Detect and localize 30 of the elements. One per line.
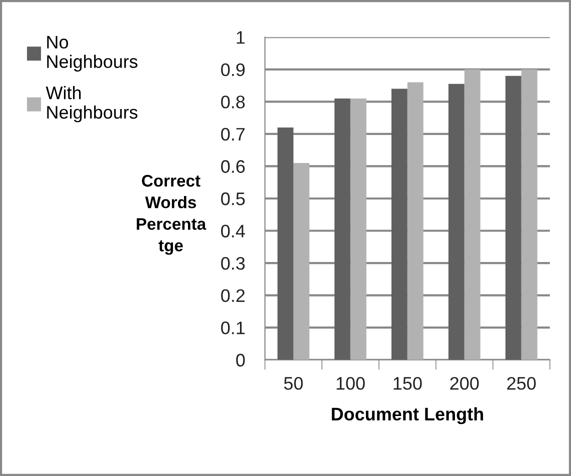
bar — [464, 69, 480, 360]
bar — [521, 69, 538, 360]
y-axis-title: Correct Words Percenta tge — [136, 174, 206, 255]
x-axis-title: Document Length — [332, 407, 484, 424]
y-tick-label: 0.7 — [221, 128, 245, 141]
bar — [407, 82, 424, 360]
x-tick-label: 150 — [394, 377, 422, 390]
y-tick-label: 0.9 — [221, 63, 245, 76]
y-tick-label: 0.2 — [221, 289, 245, 302]
legend-label: No Neighbours — [47, 36, 138, 72]
y-tick-label: 0 — [236, 354, 245, 367]
y-tick-label: 0.8 — [221, 96, 245, 108]
y-tick-label: 1 — [236, 31, 245, 44]
bar — [293, 162, 310, 360]
legend-label: With Neighbours — [46, 86, 138, 122]
y-tick-label: 0.5 — [221, 192, 245, 206]
y-tick-label: 0.3 — [221, 256, 245, 270]
bar — [350, 98, 366, 360]
y-tick-label: 0.1 — [221, 322, 245, 334]
bar — [277, 127, 294, 360]
bar — [391, 88, 408, 360]
bar — [448, 84, 464, 360]
y-tick-label: 0.4 — [221, 224, 245, 238]
x-tick-label: 50 — [284, 377, 303, 390]
bar — [505, 76, 522, 360]
y-tick-label: 0.6 — [221, 160, 245, 173]
x-tick-label: 250 — [507, 377, 536, 390]
x-tick-label: 100 — [336, 377, 365, 390]
x-tick-label: 200 — [450, 377, 479, 390]
bar — [334, 98, 350, 360]
